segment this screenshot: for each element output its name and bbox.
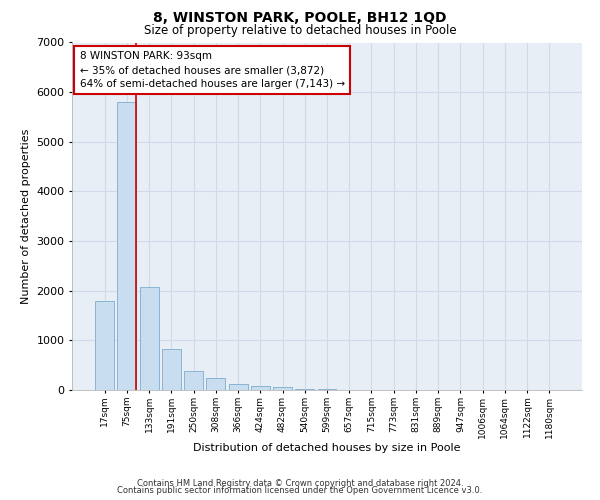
Bar: [206, 378, 225, 390]
Bar: [118, 102, 136, 390]
Text: Size of property relative to detached houses in Poole: Size of property relative to detached ho…: [143, 24, 457, 37]
Bar: [184, 370, 203, 390]
X-axis label: Distribution of detached houses by size in Poole: Distribution of detached houses by size …: [193, 443, 461, 453]
Bar: [251, 386, 270, 390]
Bar: [162, 350, 181, 390]
Bar: [229, 384, 248, 390]
Bar: [273, 386, 292, 390]
Bar: [95, 300, 114, 390]
Bar: [295, 388, 314, 390]
Text: Contains HM Land Registry data © Crown copyright and database right 2024.: Contains HM Land Registry data © Crown c…: [137, 478, 463, 488]
Text: Contains public sector information licensed under the Open Government Licence v3: Contains public sector information licen…: [118, 486, 482, 495]
Y-axis label: Number of detached properties: Number of detached properties: [20, 128, 31, 304]
Text: 8 WINSTON PARK: 93sqm
← 35% of detached houses are smaller (3,872)
64% of semi-d: 8 WINSTON PARK: 93sqm ← 35% of detached …: [80, 51, 345, 89]
Text: 8, WINSTON PARK, POOLE, BH12 1QD: 8, WINSTON PARK, POOLE, BH12 1QD: [153, 11, 447, 25]
Bar: [140, 286, 158, 390]
